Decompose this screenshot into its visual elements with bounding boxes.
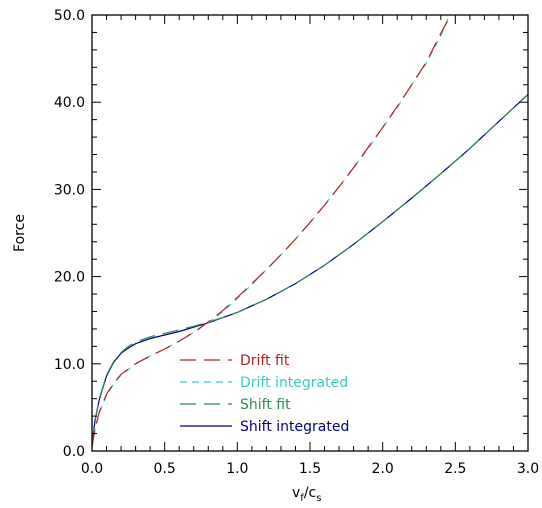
x-tick-label: 2.0	[372, 461, 394, 477]
series-line-3	[92, 93, 528, 445]
y-tick-label: 50.0	[54, 8, 85, 24]
legend-label: Drift fit	[240, 353, 290, 369]
x-axis-label-mid: /c	[304, 485, 316, 501]
legend-label: Shift integrated	[240, 419, 349, 435]
series-line-1	[92, 15, 452, 447]
x-tick-label: 2.5	[444, 461, 466, 477]
y-tick-label: 10.0	[54, 357, 85, 373]
axis-ticks: 0.0 0.5 1.0 1.5 2.0 2.5 3.0 0.0 10.0 20.0 30.0 40.0…	[54, 8, 539, 477]
x-axis-label-main: v	[292, 485, 300, 501]
y-tick-label: 40.0	[54, 95, 85, 111]
x-tick-label: 0.0	[81, 461, 103, 477]
series-lines	[92, 15, 528, 448]
legend: Drift fit Drift integrated Shift fit Shift …	[180, 353, 349, 435]
x-axis-label-sub2: s	[316, 493, 321, 504]
x-axis-label-sub1: f	[300, 493, 304, 504]
series-line-4	[92, 93, 528, 445]
x-tick-label: 3.0	[517, 461, 539, 477]
y-tick-label: 20.0	[54, 270, 85, 286]
legend-label: Drift integrated	[240, 375, 348, 391]
y-axis-label: Force	[12, 214, 28, 252]
x-tick-label: 0.5	[154, 461, 176, 477]
y-tick-label: 30.0	[54, 182, 85, 198]
x-tick-label: 1.5	[299, 461, 321, 477]
y-tick-label: 0.0	[63, 444, 85, 460]
x-tick-label: 1.0	[226, 461, 248, 477]
legend-label: Shift fit	[240, 397, 291, 413]
x-axis-label: vf/cs	[292, 485, 321, 504]
